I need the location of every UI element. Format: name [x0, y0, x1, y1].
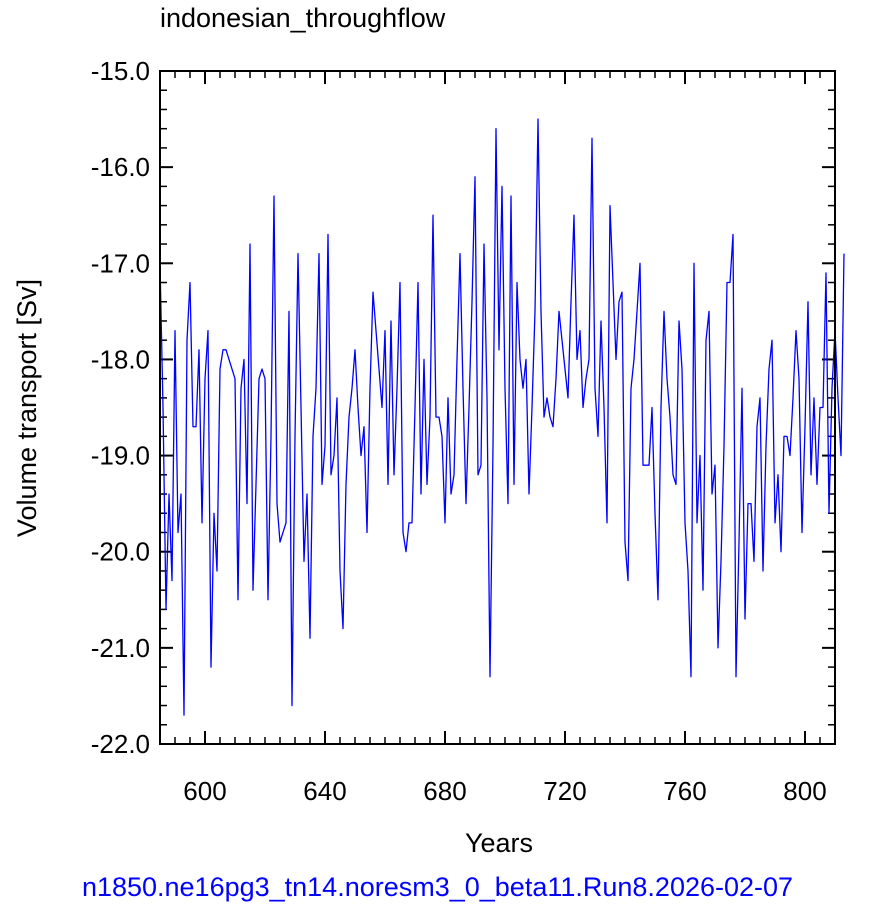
- plot-frame: [159, 70, 836, 745]
- y-tick-label: -19.0: [91, 441, 150, 471]
- y-tick-label: -22.0: [91, 729, 150, 759]
- y-tick-label: -17.0: [91, 248, 150, 278]
- x-tick-label: 720: [543, 776, 586, 806]
- x-tick-label: 640: [303, 776, 346, 806]
- y-axis-title: Volume transport [Sv]: [12, 279, 42, 537]
- series-line: [159, 118, 845, 716]
- line-chart: indonesian_throughflow -22.0 -21.0 -20.0 -1…: [12, 3, 845, 858]
- x-tick-label: 760: [663, 776, 706, 806]
- y-tick-label: -20.0: [91, 537, 150, 567]
- x-axis-title: Years: [465, 828, 533, 858]
- y-tick-label: -16.0: [91, 152, 150, 182]
- x-tick-label: 800: [783, 776, 826, 806]
- y-tick-label: -15.0: [91, 56, 150, 86]
- chart-title: indonesian_throughflow: [160, 3, 446, 33]
- y-tick-label: -18.0: [91, 344, 150, 374]
- run-caption: n1850.ne16pg3_tn14.noresm3_0_beta11.Run8…: [81, 872, 794, 902]
- x-tick-label: 680: [423, 776, 466, 806]
- x-tick-label: 600: [183, 776, 226, 806]
- y-tick-label: -21.0: [91, 633, 150, 663]
